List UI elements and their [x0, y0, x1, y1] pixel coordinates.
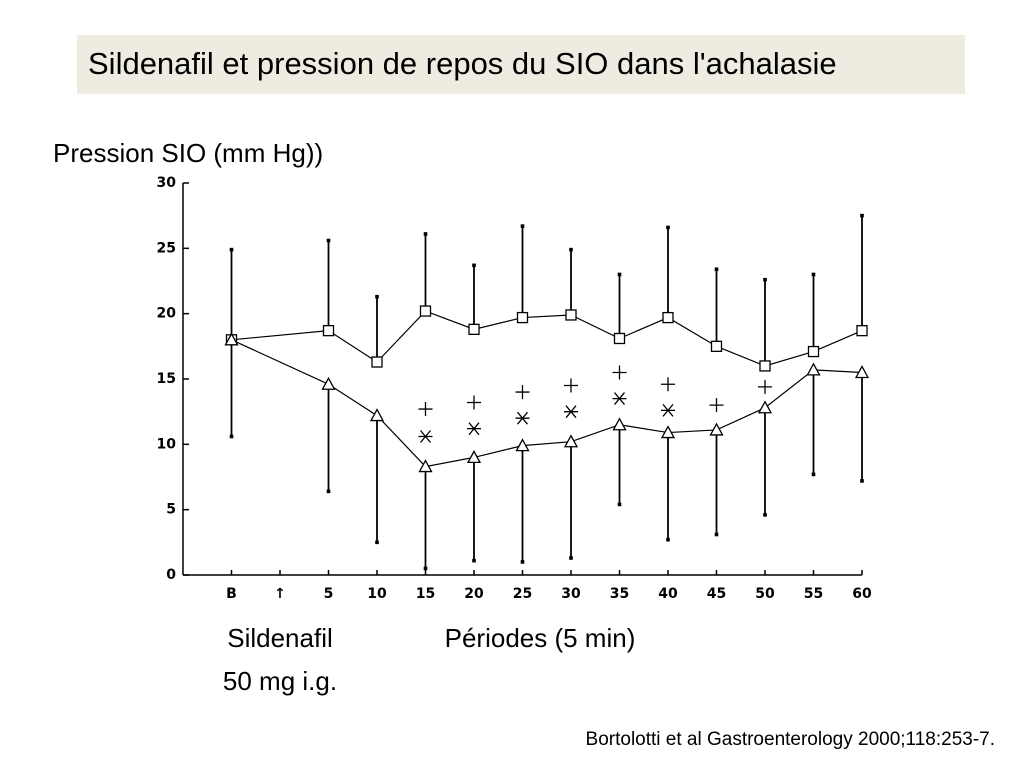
- plus-marker: [467, 395, 481, 410]
- triangle-marker: [369, 408, 385, 422]
- x-tick-label: 25: [513, 586, 532, 602]
- x-tick-label: B: [226, 586, 237, 602]
- asterisk-marker: [467, 422, 481, 436]
- triangle-marker: [757, 400, 773, 414]
- square-marker: [613, 332, 626, 345]
- x-tick-label: 60: [852, 586, 872, 602]
- error-cap: [520, 224, 525, 228]
- x-tick-label: ↑: [274, 586, 286, 602]
- error-cap: [617, 502, 622, 507]
- annotation: Sildenafil: [227, 623, 333, 653]
- triangle-marker: [321, 376, 336, 390]
- square-marker: [759, 360, 771, 372]
- y-tick-label: 15: [157, 371, 176, 387]
- error-cap: [229, 247, 234, 252]
- triangle-marker: [806, 362, 821, 376]
- y-tick-label: 0: [166, 567, 176, 583]
- error-cap: [472, 558, 476, 563]
- x-tick-label: 50: [755, 586, 775, 602]
- square-marker: [516, 311, 529, 324]
- error-cap: [520, 560, 525, 564]
- x-tick-label: 55: [804, 586, 823, 602]
- error-cap: [229, 434, 234, 439]
- x-tick-label: 15: [416, 586, 435, 602]
- triangle-marker: [563, 434, 579, 448]
- plus-marker: [612, 365, 627, 380]
- plus-marker: [564, 378, 578, 393]
- x-axis-label: Périodes (5 min): [445, 623, 636, 653]
- error-cap: [763, 277, 767, 282]
- error-cap: [423, 232, 428, 236]
- error-cap: [423, 566, 428, 571]
- plus-marker: [661, 377, 675, 392]
- error-cap: [326, 238, 331, 243]
- x-tick-label: 10: [367, 586, 387, 602]
- y-axis-label: Pression SIO (mm Hg)): [53, 138, 323, 168]
- y-tick-label: 10: [157, 436, 177, 452]
- error-cap: [375, 540, 379, 545]
- source: Bortolotti et al Gastroenterology 2000;1…: [586, 729, 995, 750]
- y-tick-label: 5: [166, 502, 176, 518]
- error-cap: [714, 267, 719, 272]
- error-cap: [375, 294, 379, 299]
- series-line: [231, 310, 863, 367]
- triangle-marker: [224, 332, 239, 346]
- x-tick-label: 35: [610, 586, 629, 602]
- square-marker: [856, 325, 868, 337]
- title-box: [77, 35, 965, 94]
- title: Sildenafil et pression de repos du SIO d…: [88, 46, 837, 81]
- square-marker: [710, 340, 723, 352]
- x-tick-label: 30: [561, 586, 581, 602]
- plus-marker: [709, 398, 724, 413]
- error-cap: [811, 272, 816, 277]
- error-cap: [326, 489, 331, 494]
- error-cap: [569, 556, 573, 560]
- square-marker: [322, 325, 335, 337]
- square-marker: [662, 311, 674, 324]
- asterisk-marker: [612, 392, 627, 406]
- error-cap: [860, 479, 864, 483]
- triangle-marker: [854, 365, 870, 379]
- plus-marker: [758, 379, 772, 394]
- triangle-marker: [612, 417, 627, 431]
- error-cap: [472, 263, 476, 268]
- triangle-marker: [660, 425, 676, 439]
- series-line: [231, 339, 863, 468]
- error-cap: [617, 272, 622, 277]
- y-tick-label: 30: [157, 175, 177, 191]
- annotation: 50 mg i.g.: [223, 666, 337, 696]
- square-marker: [419, 305, 432, 317]
- asterisk-marker: [564, 405, 578, 419]
- triangle-marker: [709, 422, 724, 436]
- asterisk-marker: [515, 411, 530, 425]
- error-cap: [666, 537, 670, 542]
- plus-marker: [418, 402, 433, 417]
- square-marker: [565, 309, 577, 321]
- x-tick-label: 5: [324, 586, 334, 602]
- error-cap: [763, 513, 767, 517]
- y-tick-label: 20: [157, 306, 177, 322]
- asterisk-marker: [418, 430, 433, 443]
- plus-marker: [515, 385, 530, 400]
- error-cap: [811, 472, 816, 477]
- square-marker: [371, 356, 383, 368]
- error-cap: [666, 225, 670, 230]
- triangle-marker: [418, 459, 433, 473]
- error-cap: [569, 247, 573, 252]
- x-tick-label: 20: [464, 586, 484, 602]
- error-cap: [860, 213, 864, 218]
- error-cap: [714, 532, 719, 537]
- x-tick-label: 40: [658, 586, 678, 602]
- asterisk-marker: [661, 403, 675, 417]
- triangle-marker: [515, 438, 530, 452]
- y-tick-label: 25: [157, 240, 176, 256]
- triangle-marker: [466, 450, 482, 464]
- square-marker: [807, 345, 820, 358]
- x-tick-label: 45: [707, 586, 726, 602]
- square-marker: [468, 323, 480, 335]
